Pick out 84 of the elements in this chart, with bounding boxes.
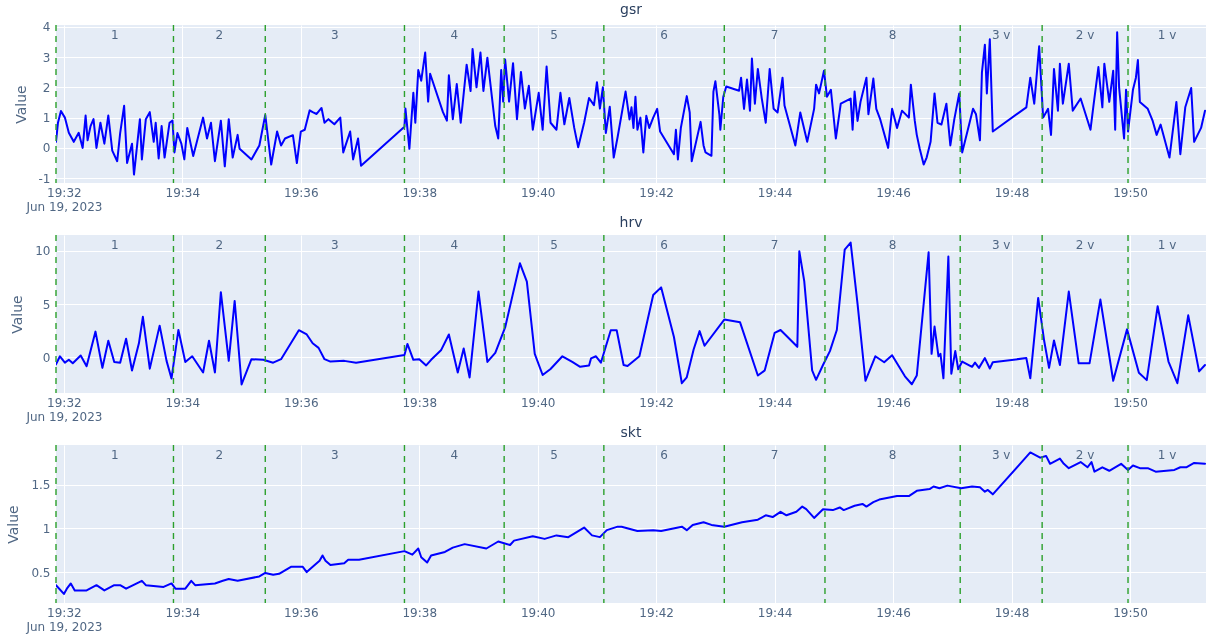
annotation: 2 xyxy=(215,448,224,462)
annotation: 7 xyxy=(770,28,779,42)
x-tick-label: 19:44 xyxy=(757,395,793,410)
y-tick-label: 1.5 xyxy=(31,478,51,493)
x-tick-label: 19:42 xyxy=(639,395,674,410)
annotation: 1 v xyxy=(1157,28,1177,42)
annotation: 3 v xyxy=(991,28,1011,42)
y-tick-label: 10 xyxy=(35,244,51,259)
x-tick-label: 19:48 xyxy=(994,395,1030,410)
annotation: 5 xyxy=(550,28,558,42)
annotation: 2 v xyxy=(1075,238,1095,252)
x-tick-label: 19:34 xyxy=(165,605,201,620)
y-tick-label: 1 xyxy=(42,111,51,126)
y-axis-title: Value xyxy=(12,85,29,124)
x-tick-label: 19:36 xyxy=(284,605,319,620)
annotation: 8 xyxy=(888,448,897,462)
x-tick-label: 19:40 xyxy=(520,395,556,410)
y-tick-label: 5 xyxy=(42,297,51,312)
x-tick-label: 19:40 xyxy=(520,605,556,620)
y-tick-label: 0 xyxy=(42,141,51,156)
x-tick-label: 19:44 xyxy=(757,185,793,200)
x-tick-label: 19:48 xyxy=(994,605,1030,620)
annotation: 2 v xyxy=(1075,28,1095,42)
x-tick-label: 19:32 Jun 19, 2023 xyxy=(25,185,103,214)
annotation: 3 v xyxy=(991,448,1011,462)
annotation: 1 xyxy=(110,448,119,462)
y-tick-label: 0 xyxy=(42,350,51,365)
annotation: 2 xyxy=(215,28,224,42)
x-tick-label: 19:36 xyxy=(284,395,319,410)
annotation: 5 xyxy=(550,448,558,462)
y-tick-label: 0.5 xyxy=(31,565,51,580)
x-tick-label: 19:44 xyxy=(757,605,793,620)
line-series xyxy=(56,241,1206,386)
x-tick-label: 19:50 xyxy=(1113,605,1148,620)
annotation: 8 xyxy=(888,28,897,42)
x-tick-label: 19:50 xyxy=(1113,395,1148,410)
annotation: 7 xyxy=(770,448,779,462)
x-tick-label: 19:38 xyxy=(402,605,438,620)
annotation: 1 v xyxy=(1157,448,1177,462)
y-axis-title: Value xyxy=(9,295,26,334)
annotation: 1 xyxy=(110,238,119,252)
x-tick-label: 19:32 Jun 19, 2023 xyxy=(25,395,103,424)
annotation: 3 xyxy=(331,238,339,252)
annotation: 4 xyxy=(450,238,459,252)
annotation: 1 xyxy=(110,28,119,42)
x-tick-label: 19:40 xyxy=(520,185,556,200)
chart-title: skt xyxy=(620,424,642,441)
annotation: 4 xyxy=(450,448,459,462)
chart-title: gsr xyxy=(620,0,643,17)
annotation: 3 xyxy=(331,28,339,42)
y-tick-label: 2 xyxy=(42,80,51,95)
x-tick-label: 19:46 xyxy=(876,395,911,410)
annotation: 7 xyxy=(770,238,779,252)
x-tick-label: 19:32 Jun 19, 2023 xyxy=(25,605,103,634)
annotation: 2 v xyxy=(1075,448,1095,462)
annotation: 6 xyxy=(660,448,668,462)
chart-title: hrv xyxy=(619,214,643,231)
x-tick-label: 19:34 xyxy=(165,185,201,200)
line-series xyxy=(56,31,1206,176)
annotation: 6 xyxy=(660,28,668,42)
y-tick-label: 1 xyxy=(42,521,51,536)
y-axis-title: Value xyxy=(5,505,22,544)
annotation: 3 v xyxy=(991,238,1011,252)
annotation: 8 xyxy=(888,238,897,252)
y-tick-label: 4 xyxy=(42,20,51,35)
annotation: 1 v xyxy=(1157,238,1177,252)
y-tick-label: -1 xyxy=(38,171,51,186)
x-tick-label: 19:38 xyxy=(402,395,438,410)
annotation: 5 xyxy=(550,238,558,252)
x-tick-label: 19:46 xyxy=(876,605,911,620)
annotation: 6 xyxy=(660,238,668,252)
x-tick-label: 19:36 xyxy=(284,185,319,200)
y-tick-label: 3 xyxy=(42,50,51,65)
annotation: 4 xyxy=(450,28,459,42)
annotation: 3 xyxy=(331,448,339,462)
x-tick-label: 19:46 xyxy=(876,185,911,200)
x-tick-label: 19:34 xyxy=(165,395,201,410)
x-tick-label: 19:38 xyxy=(402,185,438,200)
x-tick-label: 19:42 xyxy=(639,605,674,620)
x-tick-label: 19:42 xyxy=(639,185,674,200)
x-tick-label: 19:48 xyxy=(994,185,1030,200)
x-tick-label: 19:50 xyxy=(1113,185,1148,200)
line-series xyxy=(56,451,1206,595)
annotation: 2 xyxy=(215,238,224,252)
